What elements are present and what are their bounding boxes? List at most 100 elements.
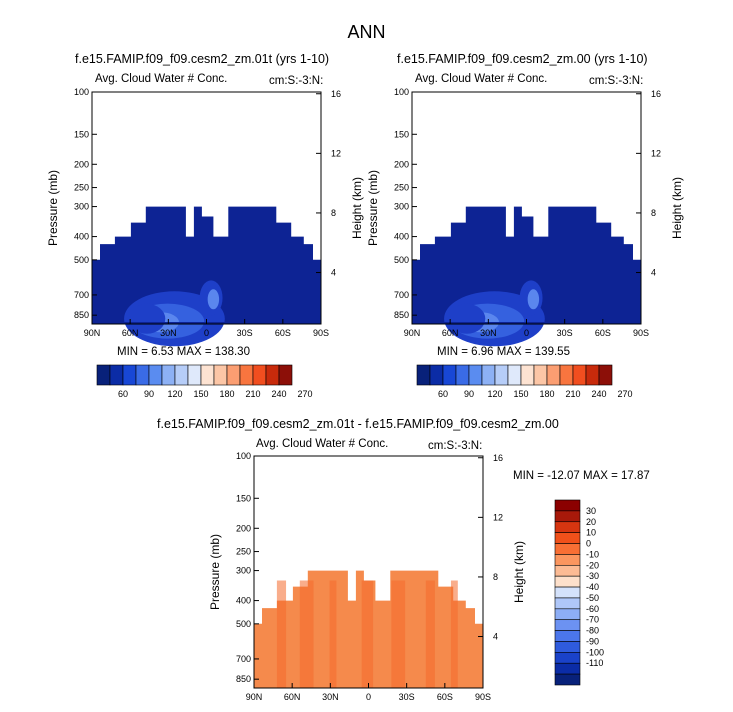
colorbar3-swatch [554, 543, 581, 555]
panel3-xtick-label: 90N [246, 692, 263, 702]
colorbar1-label: 150 [193, 389, 208, 399]
panel1-ytick-label: 850 [74, 310, 89, 320]
panel2-xtick-label: 30N [480, 328, 497, 338]
panel1-y2tick-label: 8 [331, 208, 336, 218]
panel2-y2tick-label: 12 [651, 148, 661, 158]
panel3-stats: MIN = -12.07 MAX = 17.87 [513, 470, 650, 482]
panel1-y2tick-label: 4 [331, 268, 336, 278]
panel3-streak [299, 580, 314, 688]
colorbar2-swatch [416, 364, 431, 386]
panel3-ytick-label: 300 [236, 566, 251, 576]
colorbar3-label: -100 [586, 647, 604, 657]
colorbar2-swatch [455, 364, 470, 386]
panel2-xtick-label: 60N [442, 328, 459, 338]
panel3-ytick-label: 250 [236, 547, 251, 557]
colorbar2-label: 150 [513, 389, 528, 399]
colorbar3-swatch [554, 641, 581, 653]
colorbar1-label: 240 [271, 389, 286, 399]
colorbar2-label: 120 [487, 389, 502, 399]
colorbar3-label: -10 [586, 549, 599, 559]
colorbar3-label: 0 [586, 539, 591, 549]
panel3-left-label: Avg. Cloud Water # Conc. [256, 438, 389, 450]
colorbar3-label: -30 [586, 571, 599, 581]
colorbar1-swatch [161, 364, 176, 386]
panel3-y2tick-label: 12 [493, 512, 503, 522]
colorbar1-swatch [239, 364, 254, 386]
panel3-xtick-label: 30N [322, 692, 339, 702]
panel1-ytick-label: 100 [74, 87, 89, 97]
panel1-y2tick-label: 16 [331, 89, 341, 99]
colorbar2-swatch [598, 364, 613, 386]
panel1-ytick-label: 300 [74, 202, 89, 212]
colorbar2-swatch [559, 364, 574, 386]
panel2-feature [448, 303, 486, 334]
panel3-ytick-label: 100 [236, 451, 251, 461]
panel1-left-label: Avg. Cloud Water # Conc. [95, 73, 228, 85]
colorbar3-label: -20 [586, 560, 599, 570]
colorbar1-swatch [200, 364, 215, 386]
panel1-ytick-label: 200 [74, 159, 89, 169]
panel1-ytick-label: 500 [74, 255, 89, 265]
panel3-ylabel: Pressure (mb) [208, 534, 222, 610]
panel2-ytick-label: 500 [394, 255, 409, 265]
panel2-stats: MIN = 6.96 MAX = 139.55 [437, 346, 570, 358]
colorbar3-label: -60 [586, 604, 599, 614]
colorbar2-swatch [468, 364, 483, 386]
colorbar2-label: 180 [539, 389, 554, 399]
panel1-units: cm:S:-3:N: [269, 75, 324, 87]
colorbar1-label: 90 [144, 389, 154, 399]
panel3-y2tick-label: 8 [493, 572, 498, 582]
panel1-xtick-label: 60S [275, 328, 291, 338]
colorbar3-swatch [554, 575, 581, 588]
colorbar3-label: 30 [586, 506, 596, 516]
panel2-xtick-label: 30S [557, 328, 573, 338]
colorbar1-swatch [278, 364, 293, 386]
colorbar2-label: 270 [617, 389, 632, 399]
panel1-title: f.e15.FAMIP.f09_f09.cesm2_zm.01t (yrs 1-… [75, 52, 330, 66]
colorbar3-swatch [554, 554, 581, 566]
colorbar3-swatch [554, 608, 581, 621]
panel2-units: cm:S:-3:N: [589, 75, 644, 87]
panel2-ylabel: Pressure (mb) [366, 170, 380, 246]
panel3-y2tick-label: 4 [493, 632, 498, 642]
panel1-feature [128, 303, 166, 334]
panel3-xtick-label: 60N [284, 692, 301, 702]
panel3-ylabel2: Height (km) [512, 541, 526, 603]
colorbar2-label: 60 [438, 389, 448, 399]
panel1-ytick-label: 150 [74, 129, 89, 139]
panel1-field [92, 206, 321, 324]
panel3-ytick-label: 150 [236, 493, 251, 503]
colorbar1-swatch [148, 364, 163, 386]
colorbar2-swatch [520, 364, 535, 386]
panel3-xtick-label: 30S [399, 692, 415, 702]
colorbar3-swatch [554, 564, 581, 577]
panel1-xtick-label: 90N [84, 328, 101, 338]
colorbar3-label: -40 [586, 582, 599, 592]
colorbar3-swatch [554, 586, 581, 599]
panel1-stats: MIN = 6.53 MAX = 138.30 [117, 346, 250, 358]
panel3-streak [450, 580, 458, 688]
panel3-title: f.e15.FAMIP.f09_f09.cesm2_zm.01t - f.e15… [157, 417, 559, 431]
colorbar2-swatch [429, 364, 444, 386]
colorbar1-swatch [109, 364, 124, 386]
colorbar1-swatch [213, 364, 228, 386]
panel3-plot [253, 455, 484, 689]
colorbar3-label: 10 [586, 528, 596, 538]
colorbar3-swatch [554, 662, 581, 675]
panel1-ylabel: Pressure (mb) [46, 170, 60, 246]
panel2-ytick-label: 850 [394, 310, 409, 320]
panel1-ylabel2: Height (km) [350, 177, 364, 239]
panel1-xtick-label: 30N [160, 328, 177, 338]
panel3-ytick-label: 850 [236, 674, 251, 684]
panel3-xtick-label: 0 [366, 692, 371, 702]
colorbar3-label: 20 [586, 517, 596, 527]
colorbar1-swatch [187, 364, 202, 386]
colorbar1-label: 120 [167, 389, 182, 399]
panel3-y2tick-label: 16 [493, 453, 503, 463]
panel3-ytick-label: 500 [236, 619, 251, 629]
panel2-xtick-label: 60S [595, 328, 611, 338]
panel2-ytick-label: 100 [394, 87, 409, 97]
panel2-ytick-label: 300 [394, 202, 409, 212]
colorbar2-swatch [546, 364, 561, 386]
